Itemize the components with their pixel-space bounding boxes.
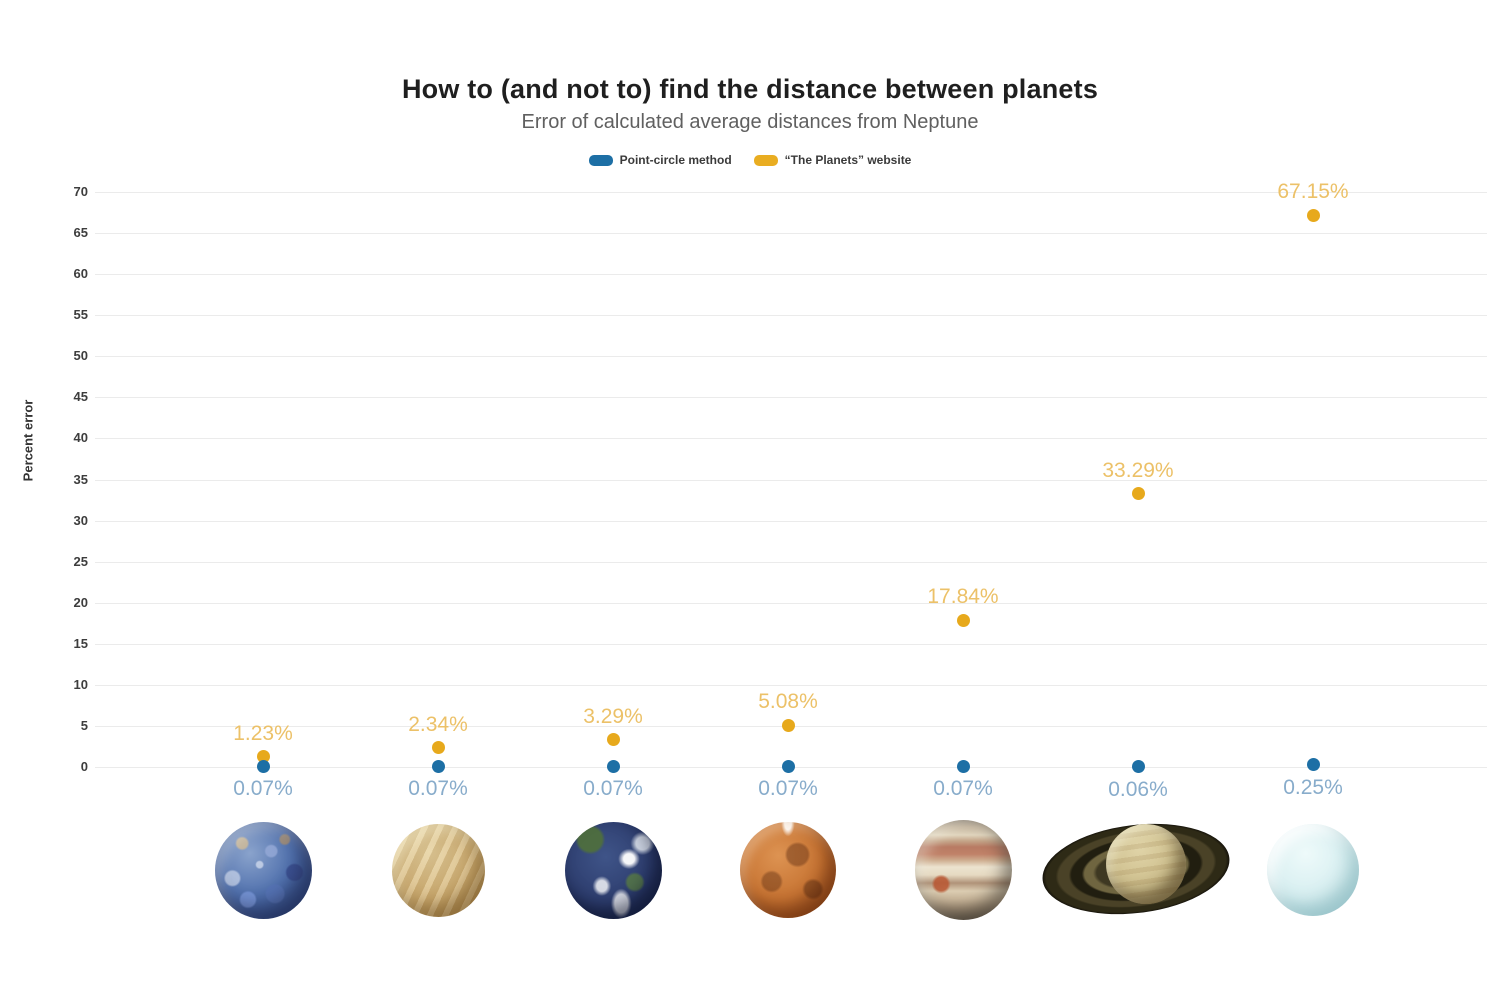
y-gridline: [95, 479, 1487, 481]
data-point-the-planets-website[interactable]: [1306, 208, 1320, 222]
saturn-icon: [1037, 813, 1236, 925]
point-label-the-planets-website: 5.08%: [758, 690, 818, 714]
point-label-point-circle-method: 0.07%: [758, 777, 818, 801]
data-point-point-circle-method[interactable]: [956, 759, 970, 773]
data-point-the-planets-website[interactable]: [956, 613, 970, 627]
mercury-icon: [214, 821, 312, 919]
y-axis-tick: 50: [73, 348, 88, 364]
legend-label: “The Planets” website: [784, 153, 912, 167]
y-axis-tick: 15: [73, 635, 88, 651]
y-axis-tick: 0: [80, 759, 88, 775]
venus-icon: [391, 823, 485, 917]
y-gridline: [95, 315, 1487, 317]
point-label-the-planets-website: 17.84%: [927, 585, 999, 609]
planet-earth: [513, 814, 713, 926]
point-label-the-planets-website: 2.34%: [408, 712, 468, 736]
page-title: How to (and not to) find the distance be…: [401, 74, 1099, 104]
y-gridline: [95, 233, 1487, 235]
y-gridline: [95, 397, 1487, 399]
saturn-globe: [1106, 824, 1186, 904]
y-axis-tick: 10: [73, 677, 88, 693]
planet-venus: [338, 814, 538, 926]
planet-uranus: [1213, 814, 1413, 926]
y-gridline: [95, 684, 1487, 686]
legend-swatch: [588, 154, 613, 166]
y-axis-tick: 25: [73, 553, 88, 569]
y-gridline: [95, 438, 1487, 440]
planet-mercury: [163, 814, 363, 926]
y-axis-tick: 30: [73, 512, 88, 528]
point-label-point-circle-method: 0.07%: [233, 777, 293, 801]
jupiter-icon: [914, 820, 1012, 920]
mars-icon: [740, 822, 836, 918]
y-axis-tick: 70: [73, 184, 88, 200]
point-label-point-circle-method: 0.07%: [408, 777, 468, 801]
legend-item-point-circle-method[interactable]: Point-circle method: [588, 153, 732, 167]
legend-label: Point-circle method: [619, 153, 732, 167]
point-label-point-circle-method: 0.25%: [1283, 775, 1343, 799]
data-point-the-planets-website[interactable]: [781, 718, 795, 732]
data-point-point-circle-method[interactable]: [781, 759, 795, 773]
y-gridline: [95, 602, 1487, 604]
point-label-the-planets-website: 3.29%: [583, 704, 643, 728]
data-point-the-planets-website[interactable]: [606, 733, 620, 747]
y-axis-tick: 40: [73, 430, 88, 446]
uranus-icon: [1267, 824, 1359, 916]
data-point-the-planets-website[interactable]: [431, 741, 445, 755]
y-gridline: [95, 356, 1487, 358]
point-label-the-planets-website: 33.29%: [1102, 458, 1174, 482]
y-axis-tick: 20: [73, 594, 88, 610]
chart-legend: Point-circle method “The Planets” website: [0, 150, 1500, 170]
planet-mars: [688, 814, 888, 926]
y-gridline: [95, 643, 1487, 645]
y-axis-tick: 60: [73, 266, 88, 282]
y-gridline: [95, 192, 1487, 193]
legend-item-the-planets-website[interactable]: “The Planets” website: [753, 153, 912, 167]
earth-icon: [564, 821, 662, 919]
point-label-point-circle-method: 0.07%: [933, 777, 993, 801]
y-gridline: [95, 274, 1487, 276]
data-point-point-circle-method[interactable]: [1131, 760, 1145, 773]
y-gridline: [95, 561, 1487, 563]
data-point-point-circle-method[interactable]: [1306, 758, 1320, 772]
point-label-point-circle-method: 0.06%: [1108, 777, 1168, 801]
planet-saturn: [1037, 813, 1238, 926]
y-axis-tick: 5: [80, 718, 88, 734]
page-subtitle: Error of calculated average distances fr…: [521, 111, 979, 133]
y-axis-tick: 55: [73, 307, 88, 323]
legend-swatch: [753, 154, 778, 166]
y-axis-tick: 65: [73, 225, 88, 241]
data-point-point-circle-method[interactable]: [431, 759, 445, 773]
planet-jupiter: [863, 814, 1063, 926]
y-axis-tick: 35: [73, 471, 88, 487]
data-point-point-circle-method[interactable]: [256, 759, 270, 773]
y-axis-tick: 45: [73, 389, 88, 405]
point-label-the-planets-website: 67.15%: [1277, 180, 1349, 204]
data-point-point-circle-method[interactable]: [606, 759, 620, 773]
point-label-the-planets-website: 1.23%: [233, 721, 293, 745]
point-label-point-circle-method: 0.07%: [583, 777, 643, 801]
y-gridline: [95, 520, 1487, 522]
data-point-the-planets-website[interactable]: [1131, 487, 1145, 501]
